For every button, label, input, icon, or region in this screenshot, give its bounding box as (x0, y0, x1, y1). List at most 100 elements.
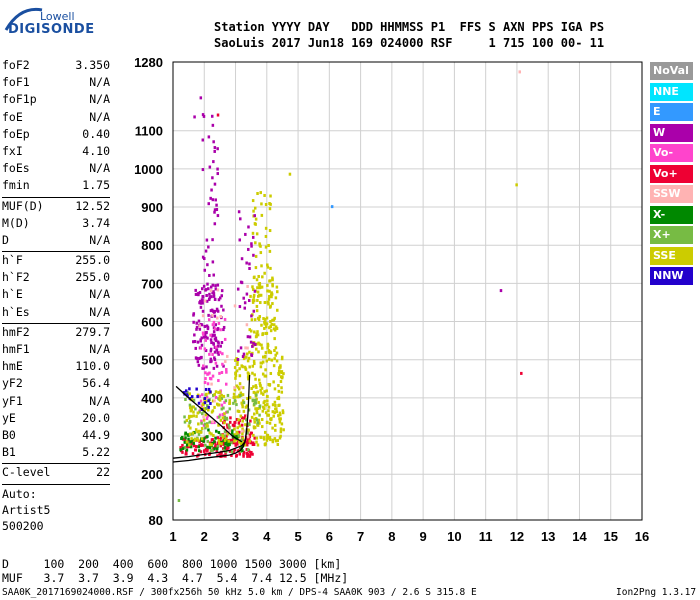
param-row: foF1p N/A (2, 92, 110, 109)
echo-point (203, 299, 207, 303)
echo-point (209, 449, 213, 453)
param-value: 3.74 (82, 215, 110, 230)
echo-point (184, 397, 187, 401)
echo-point (238, 447, 242, 451)
echo-point (242, 454, 245, 458)
echo-point (245, 448, 249, 452)
echo-point (211, 323, 215, 327)
echo-point (207, 408, 210, 412)
echo-point (238, 238, 242, 242)
echo-point (241, 355, 245, 359)
echo-point (237, 434, 241, 438)
echo-point (260, 323, 263, 327)
echo-point (192, 320, 195, 324)
echo-point (220, 294, 223, 298)
echo-point (227, 439, 230, 443)
echo-point (233, 424, 236, 428)
echo-point (246, 346, 249, 350)
echo-point (261, 360, 265, 364)
echo-point (253, 214, 256, 218)
echo-point (253, 425, 257, 429)
echo-point (202, 403, 205, 407)
echo-point (228, 440, 232, 444)
echo-point (274, 428, 277, 432)
echo-point (206, 439, 210, 443)
echo-point (214, 443, 217, 447)
param-label: B0 (2, 427, 16, 442)
echo-point (216, 172, 220, 176)
echo-point (249, 294, 252, 298)
echo-point (206, 282, 209, 286)
echo-point (203, 268, 207, 272)
echo-point (205, 392, 208, 396)
echo-point (196, 430, 199, 434)
echo-point (226, 443, 229, 447)
param-label: foE (2, 109, 23, 124)
x-tick-label: 14 (572, 529, 587, 544)
echo-point (225, 417, 229, 421)
echo-point (212, 342, 216, 346)
echo-point (187, 439, 191, 443)
echo-point (217, 431, 221, 435)
echo-point (190, 414, 193, 418)
echo-point (197, 449, 201, 453)
echo-point (239, 414, 243, 418)
echo-point (238, 305, 242, 309)
echo-point (189, 445, 193, 449)
echo-point (275, 285, 279, 289)
echo-point (244, 232, 247, 236)
echo-point (247, 299, 251, 303)
echo-point (252, 309, 256, 313)
echo-point (238, 452, 241, 456)
echo-point (245, 418, 248, 422)
echo-point (223, 416, 227, 420)
echo-point (181, 443, 184, 447)
echo-point (241, 419, 244, 423)
param-separator (2, 483, 110, 485)
echo-point (213, 447, 216, 451)
param-row: yF1 N/A (2, 394, 110, 411)
echo-point (238, 374, 242, 378)
echo-point (190, 395, 194, 399)
echo-point (255, 232, 259, 236)
echo-point (240, 401, 243, 405)
echo-point (188, 441, 191, 445)
echo-point (257, 350, 260, 354)
echo-point (241, 427, 244, 431)
echo-point (222, 448, 226, 452)
echo-point (233, 433, 236, 437)
echo-point (264, 245, 268, 249)
echo-point (204, 249, 208, 253)
echo-point (273, 328, 277, 332)
echo-point (237, 210, 241, 214)
param-label: hmF1 (2, 342, 30, 356)
param-row: MUF(D) 12.52 (2, 199, 110, 216)
echo-point (217, 321, 221, 325)
echo-point (216, 454, 219, 458)
echo-point (223, 317, 227, 321)
echo-point (254, 391, 257, 395)
echo-point (246, 431, 249, 435)
param-value: N/A (89, 92, 110, 107)
echo-point (192, 444, 196, 448)
echo-point (184, 436, 187, 440)
echo-point (224, 450, 228, 454)
echo-point (257, 318, 261, 322)
echo-point (258, 421, 261, 425)
echo-point (208, 165, 212, 169)
echo-point (242, 401, 246, 405)
echo-point (224, 399, 228, 403)
echo-point (185, 448, 189, 452)
echo-point (216, 147, 219, 151)
echo-point (209, 360, 212, 364)
echo-point (227, 423, 230, 427)
echo-point (216, 340, 220, 344)
echo-point (188, 406, 192, 410)
echo-point (254, 384, 258, 388)
echo-point (258, 406, 261, 410)
echo-point (233, 448, 236, 452)
echo-point (261, 372, 265, 376)
echo-point (266, 399, 269, 403)
logo-swoosh-icon (2, 4, 46, 38)
echo-point (257, 378, 261, 382)
